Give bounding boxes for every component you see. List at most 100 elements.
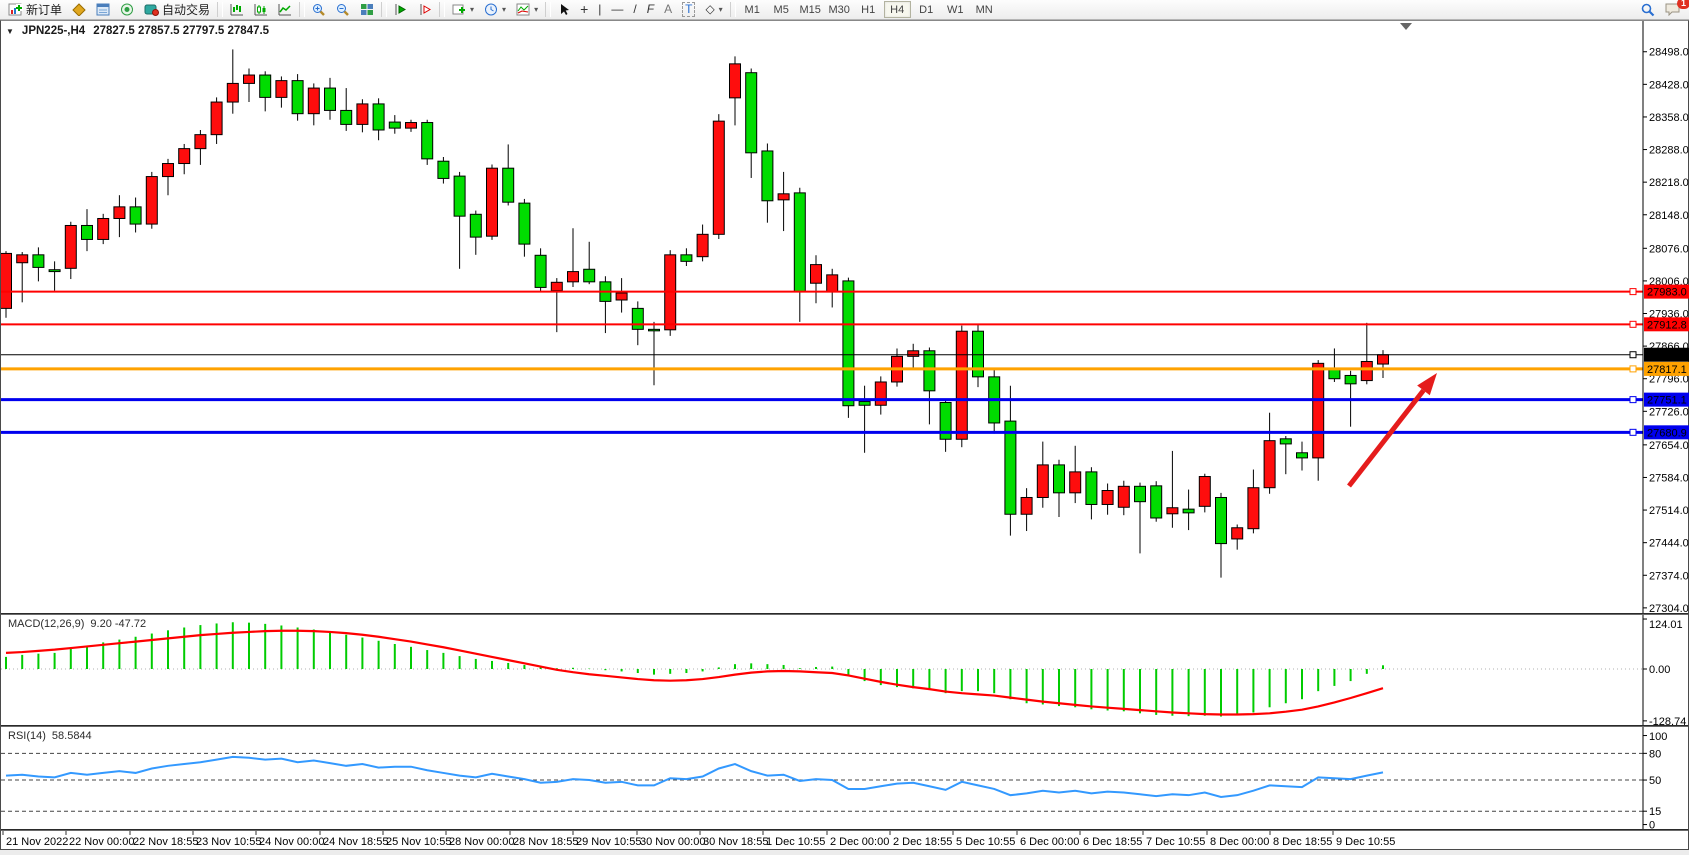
price-level-badge [1644,392,1689,407]
search-button[interactable] [1637,1,1659,18]
timeframe-m15-button[interactable]: M15 [797,1,824,18]
fibonacci-icon: F [646,2,655,16]
timeframe-m30-button[interactable]: M30 [826,1,853,18]
search-icon [1641,3,1655,16]
candle-up [275,80,288,98]
timeframe-m1-button[interactable]: M1 [739,1,766,18]
price-tick-label: 27304.0 [1649,603,1689,613]
timeframe-w1-button[interactable]: W1 [942,1,969,18]
notification-badge: 1 [1677,0,1689,9]
candle-up [486,167,498,237]
candle-up [145,176,158,225]
candle-up [307,87,320,115]
chevron-down-icon: ▾ [718,5,723,14]
candle-down [81,224,93,240]
time-tick-label: 28 Nov 00:00 [449,836,514,848]
arrow-annotation-head[interactable] [1417,373,1437,396]
rsi-panel[interactable]: 100 80 50 15 0 [1,727,1689,829]
macd-label: MACD(12,26,9) 9.20 -47.72 [8,618,146,630]
zoom-out-icon [337,4,349,16]
timeframe-d1-button[interactable]: D1 [913,1,940,18]
time-tick-label: 6 Dec 00:00 [1020,836,1079,848]
candle-down [1004,420,1017,515]
indicators-button[interactable]: ▾ [512,1,542,18]
vertical-line-tool-button[interactable]: | [594,1,605,18]
candle-up [405,122,417,129]
line-handle[interactable] [1629,365,1637,373]
candle-up [1,252,12,309]
label-tool-button[interactable]: T [678,1,699,18]
time-tick-label: 8 Dec 00:00 [1210,836,1269,848]
data-window-button[interactable] [92,1,114,18]
macd-values: 9.20 -47.72 [90,618,147,630]
auto-scroll-icon [395,4,407,15]
autotrading-button[interactable]: 自动交易 [140,1,214,18]
toolbar-separator [217,2,224,17]
arrow-annotation-shaft[interactable] [1347,388,1426,488]
price-tick-label: 28218.0 [1649,177,1689,189]
tile-windows-icon [361,4,374,15]
zoom-out-button[interactable] [332,1,354,18]
candle-down [324,87,336,111]
line-chart-button[interactable] [274,1,296,18]
timeframe-m5-button[interactable]: M5 [768,1,795,18]
line-handle[interactable] [1629,288,1637,296]
line-handle[interactable] [1629,320,1637,328]
price-level-badge [1644,347,1689,362]
shapes-tool-button[interactable]: ◇ ▾ [701,1,726,18]
timeframe-h4-button[interactable]: H4 [883,1,911,18]
cursor-tool-button[interactable] [554,1,574,18]
navigator-button[interactable] [116,1,138,18]
macd-panel[interactable]: 124.01 0.00 -128.74 [1,615,1689,725]
candle-down [972,330,984,378]
auto-scroll-button[interactable] [390,1,412,18]
new-chart-icon [452,4,466,15]
price-level-badge-text: 27680.9 [1647,427,1687,439]
notifications-button[interactable]: 1 [1661,0,1689,18]
candle-up [810,264,822,284]
line-handle[interactable] [1629,351,1637,359]
macd-pane: 124.01 0.00 -128.74 MACD(12,26,9) 9.20 -47… [1,614,1688,726]
horizontal-line-icon: — [611,2,624,16]
time-tick-label: 24 Nov 18:55 [323,836,388,848]
candle-down [291,80,304,115]
time-tick-label: 29 Nov 10:55 [576,836,641,848]
timeframe-h1-button[interactable]: H1 [855,1,882,18]
horizontal-line-tool-button[interactable]: — [607,1,627,18]
candlestick-chart-button[interactable] [250,1,272,18]
candle-up [210,101,223,136]
crosshair-tool-button[interactable]: + [576,1,592,18]
price-level-badge [1644,425,1689,440]
line-handle[interactable] [1629,396,1637,404]
candle-up [874,381,887,406]
market-watch-icon [72,3,86,16]
new-chart-button[interactable]: ▾ [448,1,478,18]
fibonacci-tool-button[interactable]: F [643,1,658,18]
new-order-button[interactable]: 新订单 [4,1,66,18]
bar-chart-button[interactable] [226,1,248,18]
periods-button[interactable]: ▾ [480,1,510,18]
candle-down [453,175,466,217]
timeframe-mn-button[interactable]: MN [971,1,998,18]
time-tick-label: 7 Dec 10:55 [1146,836,1205,848]
candle-up [1263,440,1276,489]
zoom-in-button[interactable] [308,1,330,18]
candle-up [194,134,207,150]
price-level-badge-text: 27751.1 [1647,395,1687,407]
chart-title: ▼ JPN225-,H4 27827.5 27857.5 27797.5 278… [6,25,269,37]
rsi-line [5,755,1384,798]
chart-shift-button[interactable] [414,1,436,18]
chart-shift-marker[interactable] [1400,23,1412,30]
price-chart[interactable]: 28498.0 28428.0 28358.0 28288.0 28218.0 28148… [1,21,1689,613]
candle-down [648,328,660,332]
time-tick-label: 23 Nov 10:55 [196,836,261,848]
trendline-tool-button[interactable]: / [629,1,640,18]
candle-down [48,269,61,273]
price-tick-label: 27374.0 [1649,570,1689,582]
line-handle[interactable] [1629,428,1637,436]
market-watch-button[interactable] [68,1,90,18]
text-tool-button[interactable]: A [660,1,676,18]
rsi-pane: 100 80 50 15 0 RSI(14) 58.5844 [1,726,1688,830]
tile-windows-button[interactable] [356,1,378,18]
